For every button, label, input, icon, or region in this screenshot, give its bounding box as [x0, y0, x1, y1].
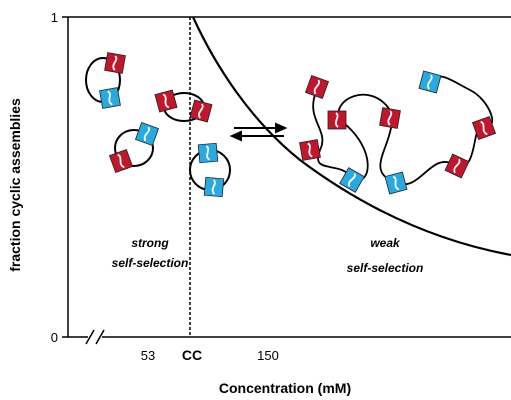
x-axis-label: Concentration (mM): [219, 380, 351, 396]
region-label: weak: [370, 236, 401, 250]
monomer: [203, 176, 225, 198]
assemblies: [85, 52, 497, 198]
region-label: strong: [131, 236, 169, 250]
monomer: [471, 115, 497, 141]
monomer: [299, 139, 321, 161]
monomer: [418, 70, 442, 94]
monomer: [339, 167, 365, 193]
monomer: [384, 171, 408, 195]
axis-break: [95, 329, 105, 345]
monomer: [379, 107, 401, 129]
monomer: [189, 99, 213, 123]
monomer: [134, 121, 160, 147]
x-tick-label: 53: [141, 348, 155, 363]
monomer: [99, 87, 121, 109]
equilibrium-arrows: [229, 122, 288, 142]
monomer: [444, 153, 470, 179]
ring: [114, 129, 154, 167]
monomer: [108, 148, 134, 174]
monomer: [304, 74, 330, 100]
x-tick-label: CC: [182, 347, 202, 363]
monomer: [197, 142, 219, 164]
monomer: [104, 52, 126, 74]
region-label: self-selection: [112, 256, 189, 270]
region-label: self-selection: [347, 261, 424, 275]
monomer: [327, 110, 347, 130]
axis-break: [85, 329, 95, 345]
x-tick-label: 150: [257, 348, 279, 363]
monomer: [154, 89, 178, 113]
curve: [192, 16, 511, 257]
y-axis-label: fraction cyclic assemblies: [7, 98, 23, 272]
y-tick-label: 1: [51, 10, 58, 25]
y-tick-label: 0: [51, 330, 58, 345]
